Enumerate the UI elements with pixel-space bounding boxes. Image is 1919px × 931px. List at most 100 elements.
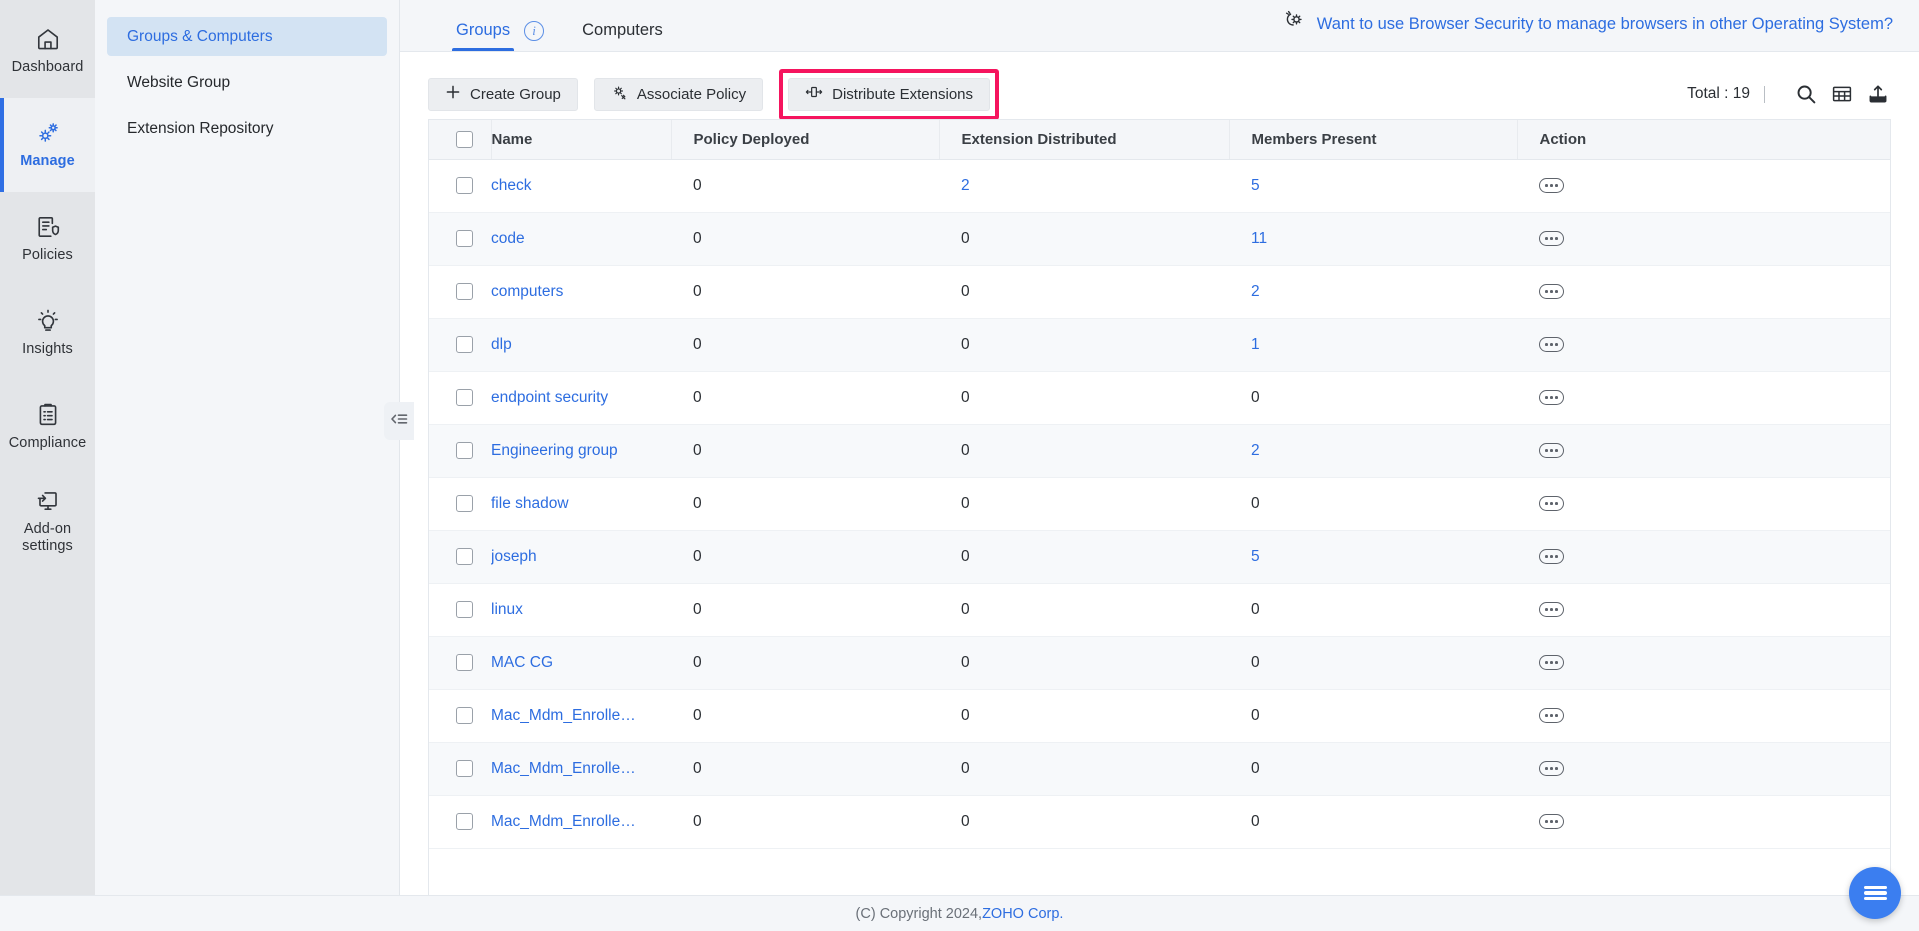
- group-name-link[interactable]: endpoint security: [491, 388, 609, 406]
- help-menu-fab[interactable]: [1849, 867, 1901, 919]
- collapse-sidebar-button[interactable]: [384, 402, 414, 440]
- members-present-value[interactable]: 5: [1251, 547, 1260, 565]
- table-row[interactable]: Mac_Mdm_Enrolled@... 0 0 0: [429, 742, 1890, 796]
- members-present-value[interactable]: 2: [1251, 441, 1260, 459]
- distribute-extensions-button[interactable]: Distribute Extensions: [788, 77, 991, 111]
- rail-item-manage[interactable]: Manage: [0, 98, 95, 192]
- monitor-arrow-icon: [35, 488, 61, 514]
- table-row[interactable]: check 0 2 5: [429, 159, 1890, 213]
- more-options-icon[interactable]: [1539, 814, 1564, 829]
- sidebar-item-website-group[interactable]: Website Group: [107, 63, 387, 102]
- more-options-icon[interactable]: [1539, 337, 1564, 352]
- row-checkbox[interactable]: [456, 442, 473, 459]
- row-checkbox[interactable]: [456, 177, 473, 194]
- sidebar-item-extension-repository[interactable]: Extension Repository: [107, 109, 387, 148]
- group-name-link[interactable]: Mac_Mdm_Enrolled@...: [491, 759, 641, 777]
- info-icon[interactable]: i: [524, 21, 545, 41]
- table-row[interactable]: dlp 0 0 1: [429, 318, 1890, 372]
- policy-deployed-value: 0: [693, 335, 702, 353]
- group-name-link[interactable]: file shadow: [491, 494, 569, 512]
- group-name-link[interactable]: dlp: [491, 335, 512, 353]
- more-options-icon[interactable]: [1539, 284, 1564, 299]
- row-checkbox[interactable]: [456, 707, 473, 724]
- extension-distributed-value: 0: [961, 706, 970, 724]
- column-header-name[interactable]: Name: [491, 120, 671, 160]
- export-upload-icon[interactable]: [1867, 83, 1889, 105]
- column-header-policy-deployed[interactable]: Policy Deployed: [670, 120, 939, 160]
- more-options-icon[interactable]: [1539, 496, 1564, 511]
- row-checkbox[interactable]: [456, 760, 473, 777]
- table-row[interactable]: Mac_Mdm_Enrolled@... 0 0 0: [429, 795, 1890, 849]
- table-row[interactable]: file shadow 0 0 0: [429, 477, 1890, 531]
- group-name-link[interactable]: linux: [491, 600, 523, 618]
- rail-item-policies[interactable]: Policies: [0, 192, 95, 286]
- extension-distributed-value[interactable]: 2: [961, 176, 970, 194]
- rail-item-insights[interactable]: Insights: [0, 286, 95, 380]
- collapse-sidebar-icon: [388, 410, 410, 433]
- group-name-link[interactable]: Mac_Mdm_Enrolled@...: [491, 706, 641, 724]
- row-checkbox[interactable]: [456, 813, 473, 830]
- rail-item-dashboard[interactable]: Dashboard: [0, 4, 95, 98]
- extension-distributed-value: 0: [961, 600, 970, 618]
- associate-policy-label: Associate Policy: [636, 85, 747, 103]
- cell-members-present: 1: [1229, 318, 1517, 372]
- more-options-icon[interactable]: [1539, 761, 1564, 776]
- more-options-icon[interactable]: [1539, 549, 1564, 564]
- cell-name: endpoint security: [491, 371, 671, 425]
- group-name-link[interactable]: computers: [491, 282, 564, 300]
- row-checkbox[interactable]: [456, 654, 473, 671]
- row-checkbox[interactable]: [456, 389, 473, 406]
- select-all-checkbox[interactable]: [456, 130, 473, 148]
- table-row[interactable]: linux 0 0 0: [429, 583, 1890, 637]
- more-options-icon[interactable]: [1539, 390, 1564, 405]
- group-name-link[interactable]: code: [491, 229, 525, 247]
- members-present-value[interactable]: 1: [1251, 335, 1260, 353]
- group-name-link[interactable]: joseph: [491, 547, 537, 565]
- grid-columns-icon[interactable]: [1831, 83, 1853, 105]
- table-row[interactable]: Mac_Mdm_Enrolled@... 0 0 0: [429, 689, 1890, 743]
- row-checkbox[interactable]: [456, 336, 473, 353]
- table-row[interactable]: MAC CG 0 0 0: [429, 636, 1890, 690]
- extension-distributed-value: 0: [961, 812, 970, 830]
- row-checkbox[interactable]: [456, 601, 473, 618]
- more-options-icon[interactable]: [1539, 655, 1564, 670]
- associate-policy-button[interactable]: Associate Policy: [593, 77, 764, 111]
- column-header-extension-distributed[interactable]: Extension Distributed: [938, 120, 1229, 160]
- cell-name: Mac_Mdm_Enrolled@...: [491, 742, 671, 796]
- row-checkbox[interactable]: [456, 495, 473, 512]
- rail-item-compliance[interactable]: Compliance: [0, 380, 95, 474]
- group-name-link[interactable]: MAC CG: [491, 653, 553, 671]
- members-present-value[interactable]: 11: [1251, 229, 1268, 247]
- table-row[interactable]: computers 0 0 2: [429, 265, 1890, 319]
- policy-deployed-value: 0: [693, 547, 702, 565]
- cell-extension-distributed: 0: [939, 795, 1229, 849]
- cell-action: [1517, 477, 1890, 531]
- table-row[interactable]: code 0 0 11: [429, 212, 1890, 266]
- search-icon[interactable]: [1795, 83, 1817, 105]
- zoho-corp-link[interactable]: ZOHO Corp.: [982, 905, 1064, 922]
- members-present-value[interactable]: 2: [1251, 282, 1260, 300]
- tab-groups[interactable]: Groups: [444, 21, 522, 51]
- table-row[interactable]: Engineering group 0 0 2: [429, 424, 1890, 478]
- group-name-link[interactable]: Engineering group: [491, 441, 618, 459]
- group-name-link[interactable]: Mac_Mdm_Enrolled@...: [491, 812, 641, 830]
- more-options-icon[interactable]: [1539, 231, 1564, 246]
- tab-computers[interactable]: Computers: [570, 21, 675, 51]
- create-group-button[interactable]: Create Group: [428, 77, 578, 111]
- more-options-icon[interactable]: [1539, 178, 1564, 193]
- sidebar-item-groups-computers[interactable]: Groups & Computers: [107, 17, 387, 56]
- row-checkbox[interactable]: [456, 283, 473, 300]
- table-row[interactable]: joseph 0 0 5: [429, 530, 1890, 584]
- groups-table: Name Policy Deployed Extension Distribut…: [429, 120, 1890, 849]
- row-checkbox[interactable]: [456, 548, 473, 565]
- members-present-value[interactable]: 5: [1251, 176, 1260, 194]
- group-name-link[interactable]: check: [491, 176, 532, 194]
- table-row[interactable]: endpoint security 0 0 0: [429, 371, 1890, 425]
- more-options-icon[interactable]: [1539, 708, 1564, 723]
- column-header-members-present[interactable]: Members Present: [1228, 120, 1517, 160]
- row-checkbox[interactable]: [456, 230, 473, 247]
- more-options-icon[interactable]: [1539, 443, 1564, 458]
- more-options-icon[interactable]: [1539, 602, 1564, 617]
- browser-security-banner-link[interactable]: Want to use Browser Security to manage b…: [1279, 8, 1893, 41]
- rail-item-addon-settings[interactable]: Add-on settings: [0, 474, 95, 568]
